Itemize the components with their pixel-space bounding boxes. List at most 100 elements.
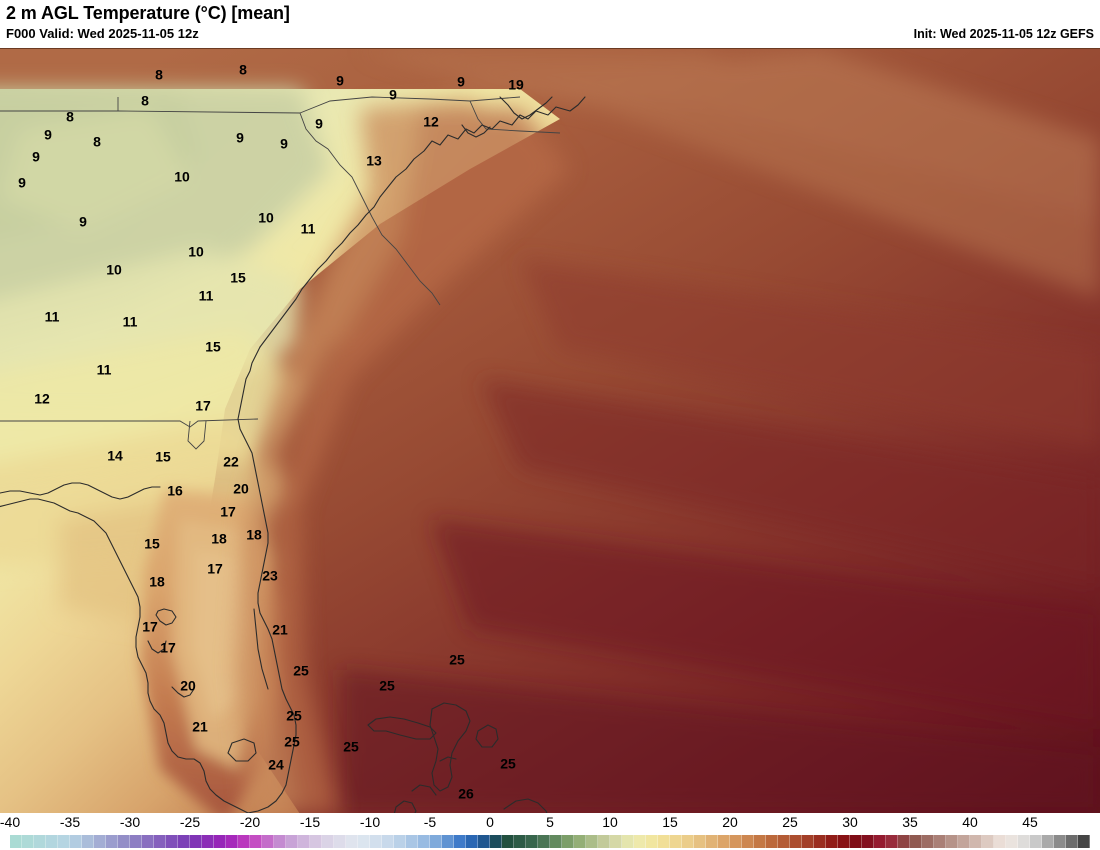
temperature-label: 25 xyxy=(293,663,309,679)
temperature-label: 13 xyxy=(366,153,382,169)
colorbar-cell xyxy=(982,835,994,848)
valid-time-label: F000 Valid: Wed 2025-11-05 12z xyxy=(6,26,199,41)
colorbar-cell xyxy=(694,835,706,848)
colorbar-cell xyxy=(730,835,742,848)
colorbar-cell xyxy=(958,835,970,848)
colorbar-cell xyxy=(778,835,790,848)
colorbar-cell xyxy=(82,835,94,848)
colorbar-tick: 5 xyxy=(546,814,554,830)
colorbar-cell xyxy=(1030,835,1042,848)
temperature-label: 8 xyxy=(239,62,247,78)
colorbar-cell xyxy=(274,835,286,848)
colorbar-tick: -20 xyxy=(239,814,261,830)
colorbar-tick: 45 xyxy=(1022,814,1038,830)
colorbar-cell xyxy=(322,835,334,848)
temperature-label: 9 xyxy=(236,130,244,146)
temperature-label: 11 xyxy=(123,314,138,330)
colorbar-cell xyxy=(10,835,22,848)
colorbar-cell xyxy=(682,835,694,848)
colorbar-tick: 25 xyxy=(782,814,798,830)
temperature-label: 10 xyxy=(188,244,204,260)
colorbar-cell xyxy=(442,835,454,848)
temperature-label: 17 xyxy=(142,619,158,635)
colorbar-cell xyxy=(910,835,922,848)
colorbar-cell xyxy=(250,835,262,848)
temperature-label: 10 xyxy=(258,210,274,226)
temperature-label: 8 xyxy=(141,93,149,109)
colorbar-cell xyxy=(970,835,982,848)
bahamas-islands xyxy=(367,702,548,813)
colorbar-tick: -25 xyxy=(179,814,201,830)
temperature-label: 17 xyxy=(195,398,211,414)
colorbar-cell xyxy=(166,835,178,848)
map-canvas[interactable]: 8 8 9 9 9 19 8 8 8 9 9 9 9 9 9 12 13 10 9 10 11 10 10 15 11 11 11 1… xyxy=(0,48,1100,813)
colorbar-cell xyxy=(922,835,934,848)
temperature-label: 19 xyxy=(508,77,524,93)
colorbar-gradient-strip[interactable] xyxy=(10,835,1090,848)
temperature-label: 24 xyxy=(268,757,284,773)
colorbar-cell xyxy=(1006,835,1018,848)
temperature-label: 22 xyxy=(223,454,239,470)
colorbar-cell xyxy=(406,835,418,848)
temperature-label: 23 xyxy=(262,568,278,584)
temperature-label: 8 xyxy=(155,67,163,83)
colorbar-cell xyxy=(718,835,730,848)
temperature-label: 15 xyxy=(155,449,171,465)
colorbar-cell xyxy=(490,835,502,848)
colorbar-cell xyxy=(550,835,562,848)
colorbar[interactable]: -40 -35 -30 -25 -20 -15 -10 -5 0 5 10 15 20 25 30 35 40 4… xyxy=(0,813,1100,850)
colorbar-cell xyxy=(130,835,142,848)
colorbar-cell xyxy=(262,835,274,848)
colorbar-cell xyxy=(454,835,466,848)
colorbar-cell xyxy=(238,835,250,848)
colorbar-cell xyxy=(802,835,814,848)
colorbar-cell xyxy=(382,835,394,848)
page-title: 2 m AGL Temperature (°C) [mean] xyxy=(6,3,290,23)
colorbar-tick: 20 xyxy=(722,814,738,830)
temperature-label: 9 xyxy=(18,175,26,191)
colorbar-tick: -15 xyxy=(299,814,321,830)
colorbar-cell xyxy=(814,835,826,848)
temperature-label: 9 xyxy=(79,214,87,230)
colorbar-cell xyxy=(46,835,58,848)
colorbar-cell xyxy=(526,835,538,848)
temperature-label: 21 xyxy=(192,719,208,735)
colorbar-cell xyxy=(706,835,718,848)
colorbar-cell xyxy=(418,835,430,848)
colorbar-cell xyxy=(850,835,862,848)
colorbar-cell xyxy=(154,835,166,848)
temperature-label: 10 xyxy=(174,169,190,185)
colorbar-cell xyxy=(1078,835,1090,848)
temperature-label: 9 xyxy=(389,87,397,103)
colorbar-cell xyxy=(1054,835,1066,848)
coastal-gradient-band xyxy=(235,99,570,813)
colorbar-cell xyxy=(70,835,82,848)
colorbar-tick: -5 xyxy=(423,814,437,830)
temperature-label: 11 xyxy=(45,309,60,325)
colorbar-tick: 15 xyxy=(662,814,678,830)
temperature-label: 16 xyxy=(167,483,183,499)
colorbar-tick: -30 xyxy=(119,814,141,830)
colorbar-cell xyxy=(742,835,754,848)
temperature-label: 11 xyxy=(199,288,214,304)
temperature-label: 9 xyxy=(280,136,288,152)
temperature-label: 20 xyxy=(233,481,249,497)
temperature-label: 15 xyxy=(205,339,221,355)
colorbar-cell xyxy=(106,835,118,848)
map-header: 2 m AGL Temperature (°C) [mean] F000 Val… xyxy=(0,0,1100,48)
colorbar-cell xyxy=(202,835,214,848)
colorbar-cell xyxy=(946,835,958,848)
colorbar-cell xyxy=(874,835,886,848)
colorbar-cell xyxy=(178,835,190,848)
colorbar-cell xyxy=(658,835,670,848)
colorbar-cell xyxy=(298,835,310,848)
colorbar-cell xyxy=(670,835,682,848)
colorbar-tick: 10 xyxy=(602,814,618,830)
colorbar-cell xyxy=(94,835,106,848)
colorbar-cell xyxy=(898,835,910,848)
colorbar-cell xyxy=(34,835,46,848)
temperature-label: 14 xyxy=(107,448,123,464)
colorbar-cell xyxy=(142,835,154,848)
temperature-label: 15 xyxy=(144,536,160,552)
